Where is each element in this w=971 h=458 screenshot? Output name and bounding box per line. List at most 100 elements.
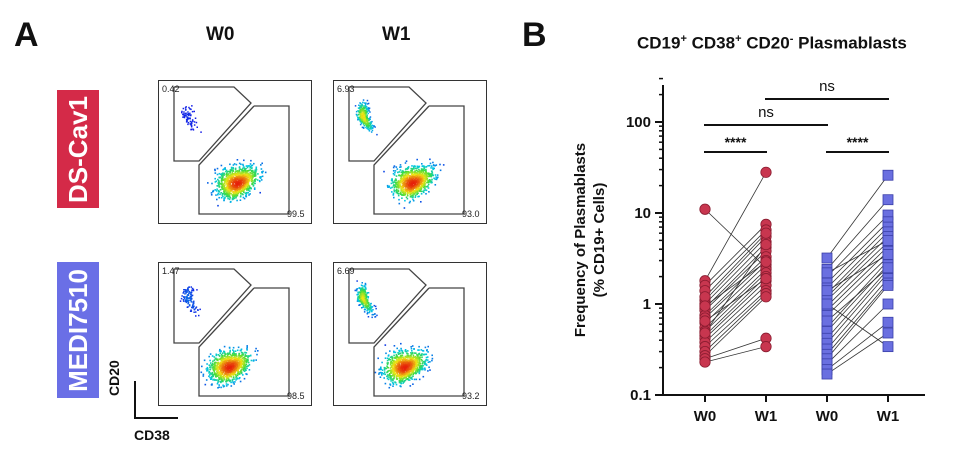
pair-line: [704, 256, 767, 316]
title-sup-minus: -: [789, 33, 794, 45]
facs-plot-ds-cav1-w1: 6.93 93.0: [333, 80, 487, 224]
pair-line: [704, 229, 767, 291]
data-point-ds-cav1: [760, 291, 772, 303]
row-label-ds-cav1: DS-Cav1: [57, 90, 99, 208]
data-point-medi7510: [821, 315, 833, 327]
lower-gate: [373, 287, 465, 397]
pair-line: [826, 254, 889, 292]
pair-line: [826, 221, 889, 284]
pair-line: [704, 232, 767, 298]
data-point-ds-cav1: [699, 356, 711, 368]
upper-gate-value: 0.42: [162, 84, 180, 94]
axis-indicator-vertical: [134, 381, 136, 419]
facs-density: [354, 99, 445, 209]
data-point-ds-cav1: [760, 166, 772, 178]
title-part-cd19: CD19: [637, 33, 681, 53]
pair-line: [704, 285, 767, 343]
pair-line: [704, 250, 767, 311]
data-point-medi7510: [821, 298, 833, 310]
pair-line: [704, 290, 767, 347]
pair-line: [704, 296, 767, 357]
row-label-medi7510: MEDI7510: [57, 262, 99, 398]
data-point-ds-cav1: [699, 327, 711, 339]
data-point-medi7510: [821, 368, 833, 380]
upper-gate: [173, 86, 252, 162]
pair-line: [704, 208, 767, 269]
pair-line: [704, 244, 767, 334]
significance-label: ****: [847, 134, 869, 150]
data-point-ds-cav1: [760, 256, 772, 268]
axis-indicator: [134, 381, 178, 421]
pair-line: [704, 261, 767, 307]
facs-density: [354, 280, 434, 389]
pair-line: [826, 282, 889, 355]
data-point-ds-cav1: [699, 315, 711, 327]
upper-gate-value: 6.93: [337, 84, 355, 94]
data-point-medi7510: [882, 327, 894, 339]
data-point-medi7510: [882, 169, 894, 181]
pair-line: [704, 272, 767, 332]
x-tick-label: W0: [816, 408, 839, 425]
pair-line: [826, 250, 889, 311]
pair-line: [826, 303, 889, 365]
title-part-plasmablasts: Plasmablasts: [793, 33, 907, 53]
lower-gate: [198, 287, 290, 397]
facs-density: [181, 105, 267, 207]
pair-line: [704, 293, 767, 352]
pair-line: [826, 332, 889, 375]
pair-line: [826, 175, 889, 259]
pair-line: [704, 346, 767, 363]
data-point-medi7510: [882, 298, 894, 310]
facs-plot-medi7510-w0: 1.47 98.5: [158, 262, 312, 406]
pair-line: [826, 214, 889, 277]
significance-label: ****: [725, 134, 747, 150]
upper-gate: [348, 268, 427, 344]
x-tick-label: W0: [694, 408, 717, 425]
pair-line: [704, 172, 767, 281]
x-tick-label: W1: [877, 408, 900, 425]
data-point-ds-cav1: [760, 227, 772, 239]
pair-line: [826, 256, 889, 316]
data-point-medi7510: [882, 194, 894, 206]
lower-gate-value: 93.2: [462, 391, 480, 401]
chart-title: CD19+ CD38+ CD20- Plasmablasts: [637, 33, 907, 54]
x-tick-label: W1: [755, 408, 778, 425]
facs-plot-medi7510-w1: 6.69 93.2: [333, 262, 487, 406]
pair-line: [704, 280, 767, 339]
facs-plot-ds-cav1-w0: 0.42 99.5: [158, 80, 312, 224]
upper-gate: [348, 86, 427, 162]
y-tick-label: 100: [626, 114, 651, 131]
data-point-ds-cav1: [760, 238, 772, 251]
data-point-medi7510: [821, 252, 833, 264]
lower-gate-value: 93.0: [462, 209, 480, 219]
column-label-w0: W0: [206, 24, 235, 45]
upper-gate-value: 1.47: [162, 266, 180, 276]
axis-indicator-horizontal: [134, 417, 178, 419]
pair-line: [826, 226, 889, 289]
facs-density: [179, 286, 259, 389]
pair-line: [704, 276, 767, 336]
pair-line: [704, 264, 767, 324]
lower-gate: [373, 105, 465, 215]
title-sup-plus-1: +: [680, 33, 687, 45]
pair-line: [826, 241, 889, 301]
pair-line: [826, 303, 889, 347]
pair-line: [826, 321, 889, 370]
pair-line: [826, 264, 889, 332]
pair-line: [826, 269, 889, 339]
pair-line: [826, 231, 889, 294]
data-point-medi7510: [882, 280, 894, 291]
data-point-medi7510: [821, 285, 833, 297]
upper-gate: [173, 268, 252, 344]
pair-line: [704, 278, 767, 322]
lower-gate: [198, 105, 290, 215]
y-tick-label: 1: [643, 296, 651, 313]
significance-label: ns: [819, 78, 835, 95]
data-point-ds-cav1: [699, 300, 711, 312]
y-tick-label: 0.1: [630, 387, 651, 404]
pair-line: [826, 278, 889, 350]
data-point-medi7510: [882, 316, 894, 328]
panel-a-letter: A: [14, 16, 39, 54]
column-label-w1: W1: [382, 24, 411, 45]
